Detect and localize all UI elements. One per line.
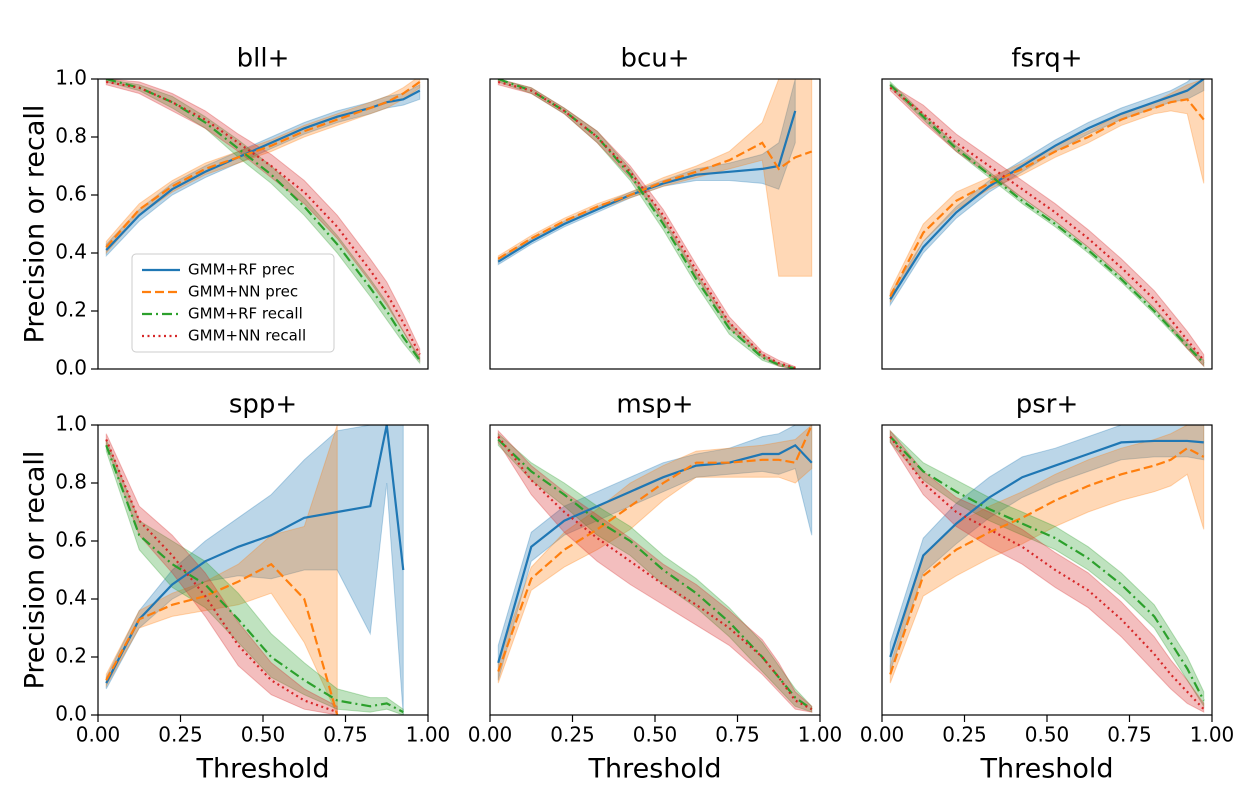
uncertainty-band — [105, 439, 404, 715]
legend-label: GMM+NN recall — [188, 327, 306, 345]
series-line — [889, 446, 1205, 675]
x-axis-label: Threshold — [979, 754, 1113, 785]
uncertainty-band — [497, 79, 796, 369]
plot-area — [889, 79, 1205, 368]
x-tick-label: 1.00 — [406, 723, 451, 747]
uncertainty-band — [497, 429, 813, 713]
panel-title: bll+ — [237, 44, 290, 74]
legend-label: GMM+RF recall — [188, 305, 303, 323]
panel-title: spp+ — [229, 390, 297, 420]
x-tick-label: 0.25 — [158, 723, 203, 747]
axes-frame — [489, 424, 821, 716]
series-line — [105, 79, 421, 361]
panel-title: bcu+ — [620, 44, 689, 74]
x-tick-label: 0.00 — [860, 723, 905, 747]
y-tick-label: 0.8 — [55, 470, 87, 494]
uncertainty-band — [497, 79, 796, 369]
panel-title: msp+ — [616, 390, 693, 420]
legend-box — [131, 253, 335, 353]
x-tick-label: 0.50 — [633, 723, 678, 747]
y-tick-label: 0.6 — [55, 182, 87, 206]
plot-area — [497, 425, 813, 713]
series-line — [889, 435, 1205, 710]
y-tick-label: 0.2 — [55, 298, 87, 322]
y-tick-label: 0.6 — [55, 528, 87, 552]
x-tick-label: 1.00 — [1190, 723, 1235, 747]
plot-area — [105, 79, 421, 365]
uncertainty-band — [105, 425, 338, 715]
uncertainty-band — [889, 429, 1205, 713]
axes-frame — [97, 78, 429, 370]
legend-label: GMM+RF prec — [188, 261, 295, 279]
series-line — [497, 435, 813, 711]
uncertainty-band — [105, 79, 421, 255]
x-tick-label: 0.75 — [323, 723, 368, 747]
uncertainty-band — [105, 79, 421, 365]
plot-area — [889, 425, 1205, 713]
uncertainty-band — [497, 79, 796, 266]
series-line — [889, 84, 1205, 364]
uncertainty-band — [889, 79, 1205, 303]
panel-title: fsrq+ — [1011, 44, 1082, 74]
y-axis-label: Precision or recall — [20, 105, 51, 344]
series-line — [105, 444, 404, 714]
plot-area — [105, 425, 405, 715]
series-line — [497, 425, 813, 672]
x-tick-label: 0.25 — [550, 723, 595, 747]
axes-frame — [489, 78, 821, 370]
series-line — [889, 439, 1204, 658]
series-line — [889, 98, 1205, 298]
plot-area — [497, 79, 813, 369]
y-tick-label: 0.4 — [55, 240, 87, 264]
series-line — [497, 141, 813, 260]
series-line — [889, 86, 1205, 361]
series-line — [497, 443, 813, 664]
uncertainty-band — [889, 80, 1205, 368]
uncertainty-band — [889, 425, 1205, 684]
y-tick-label: 0.2 — [55, 644, 87, 668]
x-tick-label: 0.75 — [1107, 723, 1152, 747]
x-tick-label: 0.50 — [241, 723, 286, 747]
axes-frame — [881, 78, 1213, 370]
uncertainty-band — [889, 425, 1205, 672]
uncertainty-band — [889, 83, 1205, 368]
series-line — [105, 425, 405, 684]
y-tick-label: 0.4 — [55, 586, 87, 610]
series-line — [105, 562, 339, 715]
series-line — [497, 110, 797, 263]
y-axis-label: Precision or recall — [20, 451, 51, 690]
y-tick-label: 1.0 — [55, 66, 87, 90]
x-tick-label: 0.50 — [1025, 723, 1070, 747]
y-tick-label: 0.0 — [55, 356, 87, 380]
x-tick-label: 0.00 — [468, 723, 513, 747]
y-tick-label: 0.8 — [55, 124, 87, 148]
series-line — [105, 81, 421, 248]
y-tick-label: 0.0 — [55, 702, 87, 726]
uncertainty-band — [497, 79, 813, 277]
legend-label: GMM+NN prec — [188, 283, 298, 301]
panel-title: psr+ — [1016, 390, 1079, 420]
x-axis-label: Threshold — [587, 754, 721, 785]
y-tick-label: 1.0 — [55, 412, 87, 436]
x-axis-label: Threshold — [195, 754, 329, 785]
uncertainty-band — [105, 425, 404, 715]
uncertainty-band — [105, 433, 338, 715]
uncertainty-band — [889, 429, 1205, 709]
series-line — [105, 89, 421, 251]
series-line — [889, 79, 1205, 300]
series-line — [497, 79, 796, 369]
x-tick-label: 0.75 — [715, 723, 760, 747]
x-tick-label: 0.25 — [942, 723, 987, 747]
series-line — [497, 80, 796, 369]
axes-frame — [881, 424, 1213, 716]
series-line — [889, 435, 1205, 702]
uncertainty-band — [105, 79, 421, 363]
axes-frame — [97, 424, 429, 716]
x-tick-label: 1.00 — [798, 723, 843, 747]
x-tick-label: 0.00 — [76, 723, 121, 747]
